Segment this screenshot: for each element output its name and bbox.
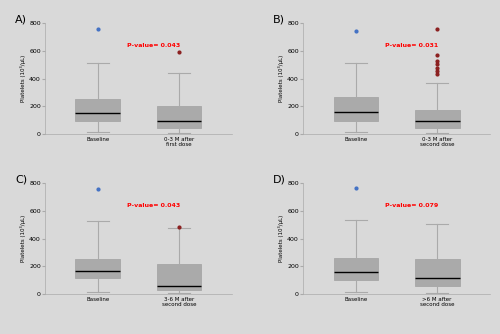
PathPatch shape — [76, 260, 120, 278]
Y-axis label: Platelets (10³/μL): Platelets (10³/μL) — [278, 215, 284, 262]
PathPatch shape — [415, 110, 460, 128]
PathPatch shape — [76, 99, 120, 121]
PathPatch shape — [157, 106, 202, 128]
Text: B): B) — [273, 15, 285, 24]
Text: P-value= 0.043: P-value= 0.043 — [127, 43, 180, 48]
PathPatch shape — [334, 258, 378, 280]
Text: C): C) — [15, 175, 27, 185]
Y-axis label: Platelets (10³/μL): Platelets (10³/μL) — [278, 55, 284, 102]
Text: P-value= 0.043: P-value= 0.043 — [127, 203, 180, 208]
Text: A): A) — [15, 15, 27, 24]
Text: P-value= 0.031: P-value= 0.031 — [385, 43, 438, 48]
Y-axis label: Platelets (10³/μL): Platelets (10³/μL) — [20, 215, 26, 262]
Text: D): D) — [273, 175, 286, 185]
Text: P-value= 0.079: P-value= 0.079 — [385, 203, 438, 208]
PathPatch shape — [415, 259, 460, 286]
Y-axis label: Platelets (10³/μL): Platelets (10³/μL) — [20, 55, 26, 102]
PathPatch shape — [157, 264, 202, 291]
PathPatch shape — [334, 97, 378, 121]
